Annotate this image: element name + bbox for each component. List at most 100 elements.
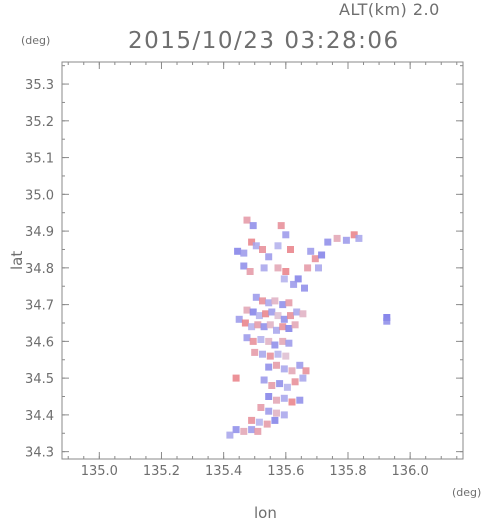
- data-cell: [265, 299, 273, 307]
- data-cell: [248, 416, 256, 424]
- y-tick-label: 34.4: [25, 409, 54, 424]
- data-cell: [287, 312, 294, 320]
- data-cell: [240, 427, 248, 435]
- data-cell: [273, 396, 280, 404]
- data-cell: [285, 325, 293, 332]
- data-cell: [279, 337, 287, 345]
- data-cell: [274, 242, 282, 250]
- data-cell: [259, 297, 266, 305]
- data-cell: [291, 321, 299, 329]
- chart-title: 2015/10/23 03:28:06: [128, 28, 400, 54]
- data-cell: [299, 374, 307, 382]
- y-tick-label: 34.7: [25, 299, 54, 314]
- data-cell: [285, 299, 293, 307]
- data-cell: [271, 297, 279, 305]
- x-tick-label: 135.0: [81, 464, 118, 479]
- data-cell: [263, 420, 271, 428]
- data-cell: [287, 246, 294, 253]
- data-cell: [299, 310, 307, 318]
- altitude-label: ALT(km) 2.0: [339, 0, 440, 19]
- data-cell: [240, 249, 248, 257]
- data-cell: [268, 308, 276, 316]
- data-cell: [249, 308, 257, 316]
- data-cell: [265, 253, 273, 261]
- data-cell: [265, 407, 273, 415]
- data-cell: [302, 367, 310, 375]
- data-cell: [235, 315, 243, 323]
- y-tick-label: 34.5: [25, 372, 54, 387]
- x-tick-label: 136.0: [392, 464, 429, 479]
- data-cell: [273, 361, 280, 369]
- data-cell: [383, 314, 391, 321]
- data-cell: [282, 352, 290, 360]
- data-cell: [285, 339, 293, 347]
- data-cell: [333, 234, 341, 242]
- y-axis-unit: (deg): [21, 34, 51, 47]
- data-cell: [383, 317, 391, 325]
- data-cell: [273, 326, 280, 334]
- data-cell: [274, 312, 282, 320]
- data-cell: [294, 275, 302, 283]
- data-cell: [304, 264, 312, 272]
- data-cell: [265, 393, 273, 400]
- y-tick-label: 34.9: [25, 225, 54, 240]
- data-cell: [271, 416, 279, 424]
- data-cell: [232, 426, 240, 434]
- data-cell: [282, 268, 290, 275]
- x-axis-unit: (deg): [452, 486, 482, 499]
- data-cell: [243, 334, 251, 342]
- data-cell: [280, 275, 288, 283]
- data-cell: [246, 268, 254, 275]
- data-cell: [315, 264, 322, 272]
- data-cell: [255, 418, 263, 426]
- y-tick-label: 35.2: [25, 115, 54, 130]
- data-cell: [260, 323, 268, 331]
- data-cell: [248, 323, 256, 331]
- data-cell: [276, 380, 284, 388]
- data-cell: [243, 306, 251, 314]
- data-cell: [282, 231, 290, 239]
- data-cell: [232, 374, 240, 382]
- x-tick-label: 135.4: [205, 464, 242, 479]
- x-tick-label: 135.8: [329, 464, 366, 479]
- data-cell: [265, 363, 273, 371]
- data-cell: [277, 222, 285, 230]
- data-cell: [248, 426, 256, 434]
- data-cell: [288, 398, 296, 406]
- data-cell: [257, 336, 265, 343]
- data-cell: [226, 431, 234, 439]
- data-cell: [271, 341, 279, 349]
- data-cell: [243, 216, 251, 224]
- data-cell: [280, 315, 288, 323]
- data-cell: [355, 234, 363, 242]
- data-cell: [307, 247, 315, 255]
- data-cell: [273, 409, 280, 417]
- data-cell: [293, 308, 301, 316]
- data-cell: [279, 323, 287, 331]
- data-cell: [324, 238, 332, 246]
- data-cell: [240, 262, 248, 270]
- data-cell: [254, 321, 262, 329]
- y-tick-label: 34.3: [25, 446, 54, 461]
- data-cell: [301, 284, 308, 292]
- y-tick-label: 35.1: [25, 152, 54, 167]
- data-cell: [318, 251, 326, 259]
- data-cell: [296, 361, 304, 369]
- data-cell: [252, 242, 260, 250]
- data-cell: [266, 321, 274, 329]
- data-cell: [280, 411, 288, 419]
- data-cell: [274, 350, 282, 358]
- data-cell: [254, 427, 262, 435]
- y-tick-label: 35.0: [25, 188, 54, 203]
- data-cell: [260, 264, 268, 272]
- x-axis-label: lon: [254, 504, 277, 522]
- data-cell: [296, 396, 304, 404]
- data-cell: [251, 348, 259, 356]
- data-cell: [260, 376, 268, 384]
- data-cell: [249, 222, 257, 230]
- data-cell: [255, 312, 263, 320]
- data-cell: [259, 350, 266, 358]
- data-cell: [266, 352, 274, 360]
- data-cell: [234, 247, 242, 255]
